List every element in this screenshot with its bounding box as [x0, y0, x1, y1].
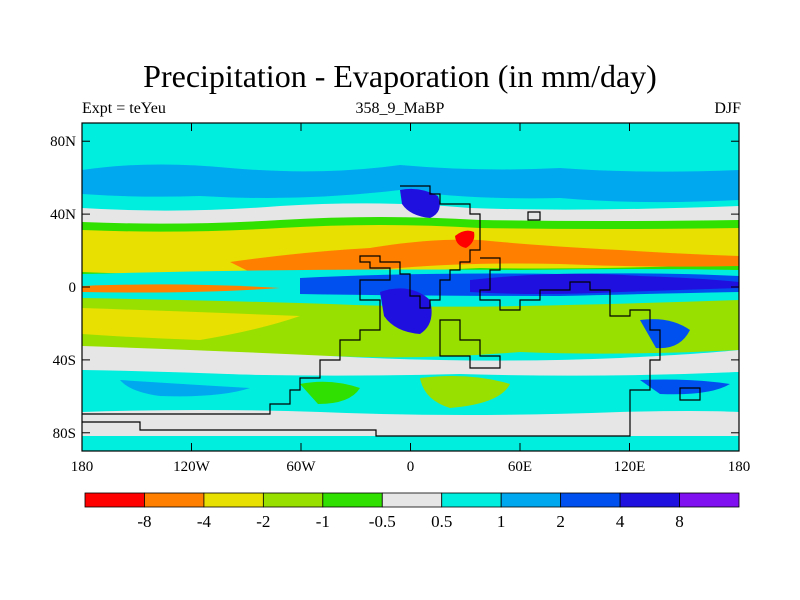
land-outlines [82, 185, 701, 437]
colorbar: -8 -4 -2 -1 -0.5 0.5 1 2 4 8 [84, 492, 740, 531]
lat-tick-label: 40N [50, 207, 76, 223]
field-southasia-blue [640, 319, 690, 349]
season-label: DJF [714, 100, 741, 117]
field-south-cyan [82, 370, 739, 417]
field-equator-orange-strip [82, 284, 280, 293]
field-north-blue-band [82, 164, 739, 203]
lon-tick-label: 0 [407, 459, 415, 475]
colorbar-label: -4 [197, 512, 212, 531]
colorbar-label: -2 [256, 512, 270, 531]
map-title: Precipitation - Evaporation (in mm/day) [143, 58, 657, 94]
colorbar-label: -0.5 [369, 512, 396, 531]
field-south-blue-east [640, 379, 730, 395]
lon-tick-label: 120E [614, 459, 646, 475]
land-outline-islands [439, 211, 701, 401]
colorbar-label: 8 [675, 512, 684, 531]
lon-tick-label: 60E [508, 459, 532, 475]
lon-tick-label: 120W [173, 459, 211, 475]
lat-tick-label: 40S [53, 353, 76, 369]
lat-tick-label: 80S [53, 426, 76, 442]
lon-tick-label: 180 [71, 459, 94, 475]
land-outline-north [82, 185, 481, 415]
experiment-label: Expt = teYeu [82, 100, 166, 117]
colorbar-swatch [322, 492, 383, 508]
contour-field [82, 123, 739, 451]
colorbar-swatch [560, 492, 621, 508]
map-ticks: 80N 40N 0 40S 80S 180 120W 60W 0 60E 120E 180 [50, 123, 750, 475]
field-red-spot [455, 230, 475, 248]
colorbar-label: 1 [497, 512, 506, 531]
field-south-green-patch-2 [300, 381, 360, 404]
colorbar-swatch [262, 492, 324, 508]
colorbar-swatch [84, 492, 145, 508]
colorbar-swatch [381, 492, 443, 508]
colorbar-label: -8 [137, 512, 151, 531]
field-north-white [82, 203, 739, 226]
colorbar-swatch [144, 492, 205, 508]
lat-tick-label: 0 [69, 280, 77, 296]
lon-tick-label: 180 [728, 459, 751, 475]
colorbar-label: 0.5 [431, 512, 452, 531]
field-africa-blue [380, 288, 432, 334]
colorbar-swatch [679, 492, 740, 508]
colorbar-label: 2 [556, 512, 565, 531]
field-north-orange [230, 239, 739, 273]
colorbar-label: -1 [316, 512, 330, 531]
colorbar-swatch [203, 492, 264, 508]
field-south-yellow [82, 308, 300, 340]
colorbar-swatch [619, 492, 680, 508]
field-south-green-patch [420, 376, 510, 408]
lat-tick-label: 80N [50, 134, 76, 150]
colorbar-swatch [500, 492, 562, 508]
field-south-blue [120, 380, 250, 397]
lon-tick-label: 60W [286, 459, 316, 475]
colorbar-label: 4 [616, 512, 625, 531]
field-asia-darkblue [400, 188, 440, 218]
field-equator-darkblue [470, 273, 739, 294]
field-south-white [82, 346, 739, 376]
colorbar-swatch [441, 492, 502, 508]
period-label: 358_9_MaBP [355, 100, 445, 117]
land-outline-south [82, 257, 661, 437]
